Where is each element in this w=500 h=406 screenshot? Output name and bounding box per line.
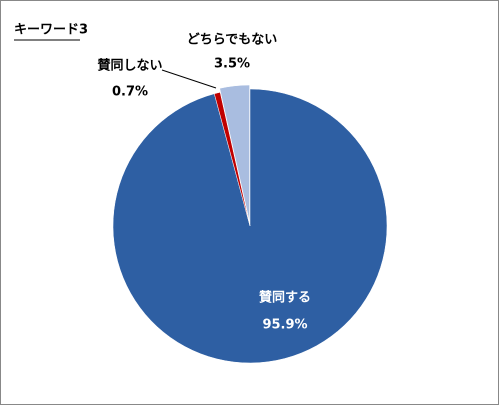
value-label: 0.7% [112,85,148,100]
slice-group [213,91,251,227]
pie-slice [213,91,251,227]
chart-title: キーワード3 [14,23,88,38]
slice-label: 賛同する [259,290,311,306]
value-label: 3.5% [214,57,250,72]
leader-line [161,69,217,89]
slice-group [219,84,250,223]
value-label: 95.9% [262,318,307,333]
slice-label: 賛同しない [97,58,162,74]
slice-label: どちらでもない [187,33,278,48]
pie-slice [219,84,250,223]
